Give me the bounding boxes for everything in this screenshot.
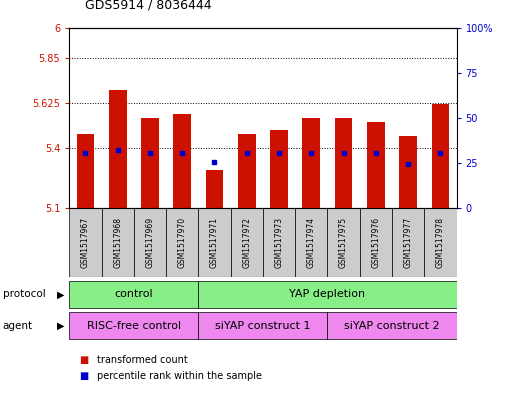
Text: RISC-free control: RISC-free control	[87, 321, 181, 331]
Text: GDS5914 / 8036444: GDS5914 / 8036444	[85, 0, 211, 12]
Text: siYAP construct 1: siYAP construct 1	[215, 321, 311, 331]
Text: ▶: ▶	[56, 289, 64, 299]
FancyBboxPatch shape	[360, 208, 392, 277]
Text: agent: agent	[3, 321, 33, 331]
Text: GSM1517977: GSM1517977	[404, 217, 412, 268]
FancyBboxPatch shape	[69, 281, 199, 308]
Text: protocol: protocol	[3, 289, 45, 299]
Text: control: control	[114, 289, 153, 299]
FancyBboxPatch shape	[327, 208, 360, 277]
Text: GSM1517969: GSM1517969	[146, 217, 154, 268]
FancyBboxPatch shape	[199, 281, 457, 308]
Bar	[399, 136, 417, 208]
Bar	[76, 134, 94, 208]
Text: percentile rank within the sample: percentile rank within the sample	[97, 371, 263, 381]
FancyBboxPatch shape	[199, 312, 327, 340]
Text: siYAP construct 2: siYAP construct 2	[344, 321, 440, 331]
FancyBboxPatch shape	[231, 208, 263, 277]
Text: ■: ■	[80, 371, 89, 381]
Bar	[303, 118, 320, 208]
Text: GSM1517973: GSM1517973	[274, 217, 284, 268]
FancyBboxPatch shape	[69, 208, 102, 277]
FancyBboxPatch shape	[392, 208, 424, 277]
Bar	[238, 134, 255, 208]
Text: ■: ■	[80, 354, 89, 365]
Text: GSM1517972: GSM1517972	[242, 217, 251, 268]
FancyBboxPatch shape	[327, 312, 457, 340]
Bar	[173, 114, 191, 208]
Text: GSM1517967: GSM1517967	[81, 217, 90, 268]
FancyBboxPatch shape	[69, 312, 199, 340]
FancyBboxPatch shape	[295, 208, 327, 277]
Text: GSM1517971: GSM1517971	[210, 217, 219, 268]
FancyBboxPatch shape	[166, 208, 199, 277]
Text: ▶: ▶	[56, 321, 64, 331]
Text: GSM1517970: GSM1517970	[177, 217, 187, 268]
Bar	[367, 122, 385, 208]
FancyBboxPatch shape	[199, 208, 231, 277]
Text: GSM1517975: GSM1517975	[339, 217, 348, 268]
FancyBboxPatch shape	[263, 208, 295, 277]
Bar	[334, 118, 352, 208]
FancyBboxPatch shape	[102, 208, 134, 277]
Bar	[270, 130, 288, 208]
Text: YAP depletion: YAP depletion	[289, 289, 366, 299]
Bar	[109, 90, 127, 208]
FancyBboxPatch shape	[134, 208, 166, 277]
Bar	[431, 104, 449, 208]
Text: GSM1517968: GSM1517968	[113, 217, 122, 268]
Text: GSM1517978: GSM1517978	[436, 217, 445, 268]
Text: GSM1517974: GSM1517974	[307, 217, 316, 268]
Text: GSM1517976: GSM1517976	[371, 217, 380, 268]
FancyBboxPatch shape	[424, 208, 457, 277]
Bar	[206, 170, 223, 208]
Text: transformed count: transformed count	[97, 354, 188, 365]
Bar	[141, 118, 159, 208]
